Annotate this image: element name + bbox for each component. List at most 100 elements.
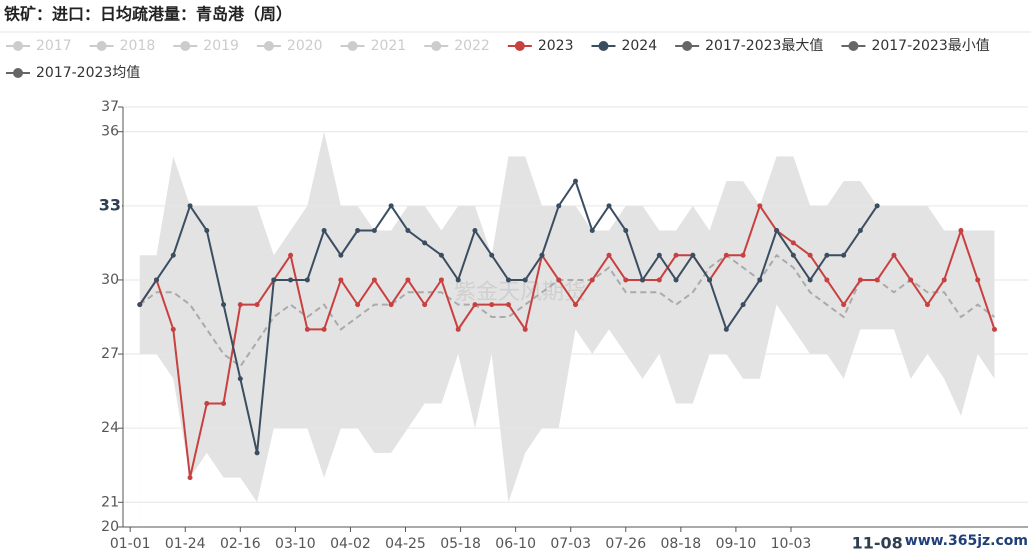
site-bg [903, 530, 1031, 552]
legend-label: 2017 [36, 38, 72, 54]
point [723, 252, 729, 258]
point [472, 228, 478, 234]
point [204, 400, 210, 406]
point [221, 302, 227, 308]
x-tick-label: 10-03 [771, 536, 812, 552]
point [707, 277, 713, 283]
point [271, 277, 277, 283]
point [304, 326, 310, 332]
point [321, 326, 327, 332]
point [573, 302, 578, 308]
x-tick-label: 07-03 [550, 536, 591, 552]
point [321, 228, 327, 234]
point [556, 277, 562, 283]
legend-label: 2017-2023最小值 [871, 38, 989, 54]
point [472, 302, 478, 308]
point [254, 302, 260, 308]
point [891, 252, 897, 258]
point [489, 252, 495, 258]
point [656, 277, 662, 283]
x-tick-label: 04-25 [385, 536, 426, 552]
legend-marker [13, 68, 23, 78]
point [422, 240, 428, 246]
x-tick-label: 09-10 [716, 536, 757, 552]
y-tick-label: 21 [101, 494, 119, 510]
legend-marker [263, 41, 274, 51]
point [455, 326, 461, 332]
y-tick-label: 37 [101, 99, 119, 115]
point [556, 203, 562, 209]
legend-label: 2019 [203, 38, 239, 54]
point [438, 252, 444, 258]
legend-marker [598, 41, 609, 51]
point [371, 277, 377, 283]
point [522, 277, 528, 283]
point [254, 450, 260, 456]
legend-marker [180, 41, 191, 51]
watermark: 紫金天风期货 [454, 280, 586, 305]
series-line [138, 203, 996, 478]
point [204, 228, 210, 234]
point [740, 252, 746, 258]
point [154, 277, 160, 283]
legend-label: 2022 [454, 38, 490, 54]
point [941, 277, 947, 283]
point [304, 277, 310, 283]
point [975, 277, 981, 283]
point [857, 228, 863, 234]
y-tick-label: 20 [101, 519, 119, 535]
point [606, 203, 612, 209]
point [807, 277, 813, 283]
point [740, 302, 746, 308]
point [237, 302, 243, 308]
point [237, 376, 243, 382]
point [522, 326, 528, 332]
legend-marker [13, 41, 23, 51]
point [991, 326, 997, 332]
x-tick-label: 06-10 [495, 536, 536, 552]
legend-marker [431, 41, 442, 51]
point [589, 277, 595, 283]
point [757, 203, 763, 209]
point [170, 252, 176, 258]
legend-marker [682, 41, 693, 51]
point [757, 277, 763, 283]
legend-label: 2024 [621, 38, 657, 54]
y-tick-label: 30 [101, 272, 119, 288]
point [187, 203, 193, 209]
point [438, 277, 444, 283]
point [790, 240, 796, 246]
point [824, 252, 830, 258]
mean-line [139, 253, 996, 368]
point [187, 475, 193, 481]
x-tick-label: 08-18 [661, 536, 702, 552]
legend-label: 2017-2023均值 [36, 65, 140, 81]
point [489, 302, 495, 308]
point [505, 302, 511, 308]
y-pointer-label: 33 [99, 195, 121, 214]
point [355, 228, 361, 234]
legend-marker [514, 41, 525, 51]
point [841, 252, 847, 258]
x-tick-label: 02-16 [220, 536, 261, 552]
point [790, 252, 796, 258]
y-tick-label: 24 [101, 420, 119, 436]
legend-marker [848, 41, 859, 51]
x-tick-label: 04-02 [330, 536, 371, 552]
legend-label: 2021 [371, 38, 407, 54]
point [405, 277, 411, 283]
point [388, 203, 394, 209]
x-tick-label: 05-18 [440, 536, 481, 552]
point [623, 228, 629, 234]
point [355, 302, 361, 308]
point [221, 400, 227, 406]
point [924, 302, 930, 308]
point [422, 302, 428, 308]
legend-label: 2023 [538, 38, 574, 54]
point [288, 252, 294, 258]
pointer-label-bg [98, 195, 122, 216]
point [690, 252, 696, 258]
legend-label: 2018 [120, 38, 156, 54]
point [723, 326, 729, 332]
